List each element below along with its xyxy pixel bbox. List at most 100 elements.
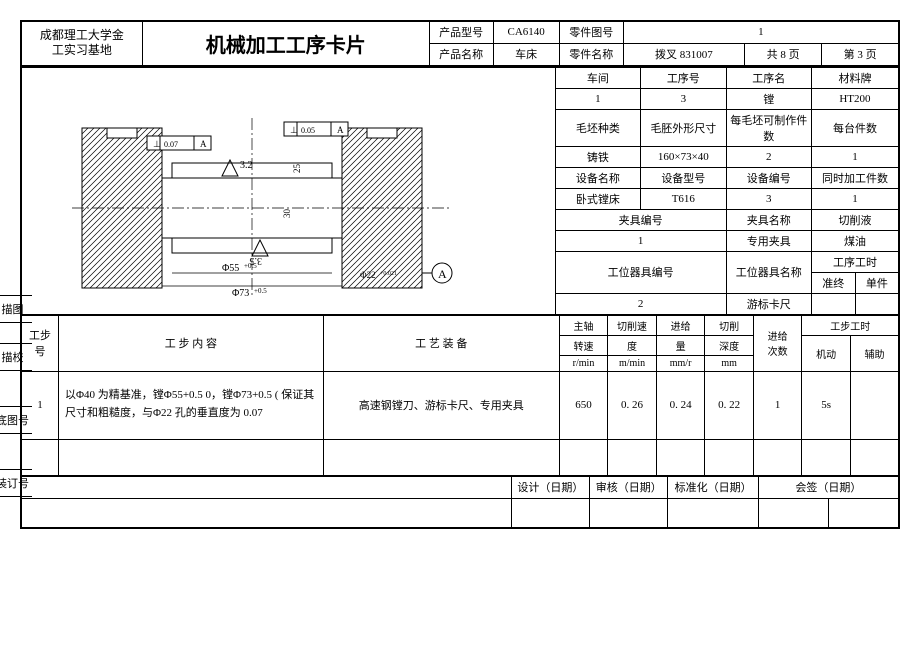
part-draw: 1 [623, 21, 899, 43]
data-table: 工步号 工 步 内 容 工 艺 装 备 主轴 切削速 进给 切削 进给次数 工步… [20, 315, 900, 476]
row1-aux [850, 371, 899, 439]
svg-text:Φ55: Φ55 [222, 263, 239, 274]
row2-cutspeed [608, 439, 657, 475]
footer-std: 标准化（日期） [668, 476, 758, 498]
footer-sign-v2 [829, 498, 899, 528]
row2-aux [850, 439, 899, 475]
svg-text:3.2: 3.2 [240, 160, 253, 171]
side-base: 底图号 [0, 406, 32, 434]
equip-no-label: 设备编号 [726, 167, 811, 188]
equip-model-label: 设备型号 [641, 167, 726, 188]
part-name: 拨叉 831007 [623, 43, 744, 65]
tol-frame-2: ⊥ 0.05 A [284, 122, 348, 136]
equip-name-label: 设备名称 [555, 167, 640, 188]
col-aux: 辅助 [850, 335, 899, 371]
col-machine: 机动 [802, 335, 851, 371]
row1-content: 以Φ40 为精基准，镗Φ55+0.5 0，镗Φ73+0.5 ( 保证其尺寸和粗糙… [59, 371, 324, 439]
blank-dim-label: 毛胚外形尺寸 [641, 109, 726, 146]
prep-label: 准终 [811, 272, 855, 293]
header-table: 成都理工大学金 工实习基地 机械加工工序卡片 产品型号 CA6140 零件图号 … [20, 20, 900, 66]
row1-depth: 0. 22 [705, 371, 754, 439]
prod-name: 车床 [493, 43, 559, 65]
pos-fixture-name-label: 工位器具名称 [726, 251, 811, 293]
col-feed1: 进给 [656, 315, 705, 335]
svg-text:A: A [438, 267, 447, 281]
svg-text:⊥: ⊥ [153, 139, 161, 149]
row2-machine [802, 439, 851, 475]
row2-depth [705, 439, 754, 475]
process-no-label: 工序号 [641, 67, 726, 89]
footer-sign-v1 [758, 498, 828, 528]
simul: 1 [811, 188, 899, 209]
prod-name-label: 产品名称 [429, 43, 493, 65]
row1-tooling: 高速钢镗刀、游标卡尺、专用夹具 [323, 371, 559, 439]
footer-sign: 会签（日期） [758, 476, 899, 498]
footer-design: 设计（日期） [511, 476, 589, 498]
total-pages: 共 8 页 [745, 43, 822, 65]
mid-table: ⊥ 0.07 A ⊥ 0.05 A [20, 66, 900, 315]
svg-text:A: A [200, 139, 207, 149]
col-spindle2: 转速 [559, 335, 608, 355]
org-line1: 成都理工大学金 [40, 28, 124, 42]
svg-text:25: 25 [292, 163, 302, 173]
footer-table: 设计（日期） 审核（日期） 标准化（日期） 会签（日期） [20, 476, 900, 530]
prep-val [811, 293, 855, 314]
fixture-name: 专用夹具 [726, 230, 811, 251]
per-blank-label: 每毛坯可制作件数 [726, 109, 811, 146]
footer-std-v [668, 498, 758, 528]
prod-model-label: 产品型号 [429, 21, 493, 43]
footer-check: 审核（日期） [590, 476, 668, 498]
fixture-no: 1 [555, 230, 726, 251]
pos-fixture-name: 游标卡尺 [726, 293, 811, 314]
col-passes: 进给次数 [753, 315, 802, 371]
col-feed2: 量 [656, 335, 705, 355]
col-step-time: 工步工时 [802, 315, 899, 335]
process-no: 3 [641, 88, 726, 109]
row2-passes [753, 439, 802, 475]
process-name-label: 工序名 [726, 67, 811, 89]
svg-text:Φ73: Φ73 [232, 288, 249, 299]
coolant: 煤油 [811, 230, 899, 251]
material-label: 材料牌 [811, 67, 899, 89]
workshop-label: 车间 [555, 67, 640, 89]
col-spindle3: r/min [559, 355, 608, 371]
simul-label: 同时加工件数 [811, 167, 899, 188]
col-depth2: 深度 [705, 335, 754, 355]
svg-text:0.05: 0.05 [301, 126, 315, 135]
row1-feed: 0. 24 [656, 371, 705, 439]
footer-blank2 [21, 498, 511, 528]
workshop: 1 [555, 88, 640, 109]
col-cutspeed1: 切削速 [608, 315, 657, 335]
svg-text:+0.5: +0.5 [244, 262, 257, 270]
row1-passes: 1 [753, 371, 802, 439]
blank-type: 铸铁 [555, 146, 640, 167]
side-bind: 装订号 [0, 469, 32, 497]
coolant-label: 切削液 [811, 209, 899, 230]
svg-text:⊥: ⊥ [290, 125, 298, 135]
pos-fixture-no: 2 [555, 293, 726, 314]
equip-model: T616 [641, 188, 726, 209]
org-line2: 工实习基地 [52, 43, 112, 57]
row2-content [59, 439, 324, 475]
svg-text:0.07: 0.07 [164, 140, 178, 149]
footer-blank [21, 476, 511, 498]
row2-feed [656, 439, 705, 475]
technical-drawing: ⊥ 0.07 A ⊥ 0.05 A [22, 68, 510, 308]
unit-label: 单件 [855, 272, 899, 293]
row1-machine: 5s [802, 371, 851, 439]
page-no: 第 3 页 [822, 43, 899, 65]
col-depth1: 切削 [705, 315, 754, 335]
part-name-label: 零件名称 [559, 43, 623, 65]
tol-frame-1: ⊥ 0.07 A [147, 136, 211, 150]
per-set: 1 [811, 146, 899, 167]
svg-text:Φ22: Φ22 [360, 270, 376, 280]
blank-type-label: 毛坯种类 [555, 109, 640, 146]
col-step-content: 工 步 内 容 [59, 315, 324, 371]
org-cell: 成都理工大学金 工实习基地 [21, 21, 142, 65]
fixture-no-label: 夹具编号 [555, 209, 726, 230]
svg-text:+0.021: +0.021 [380, 271, 397, 277]
unit-val [855, 293, 899, 314]
material: HT200 [811, 88, 899, 109]
blank-dim: 160×73×40 [641, 146, 726, 167]
footer-design-v [511, 498, 589, 528]
